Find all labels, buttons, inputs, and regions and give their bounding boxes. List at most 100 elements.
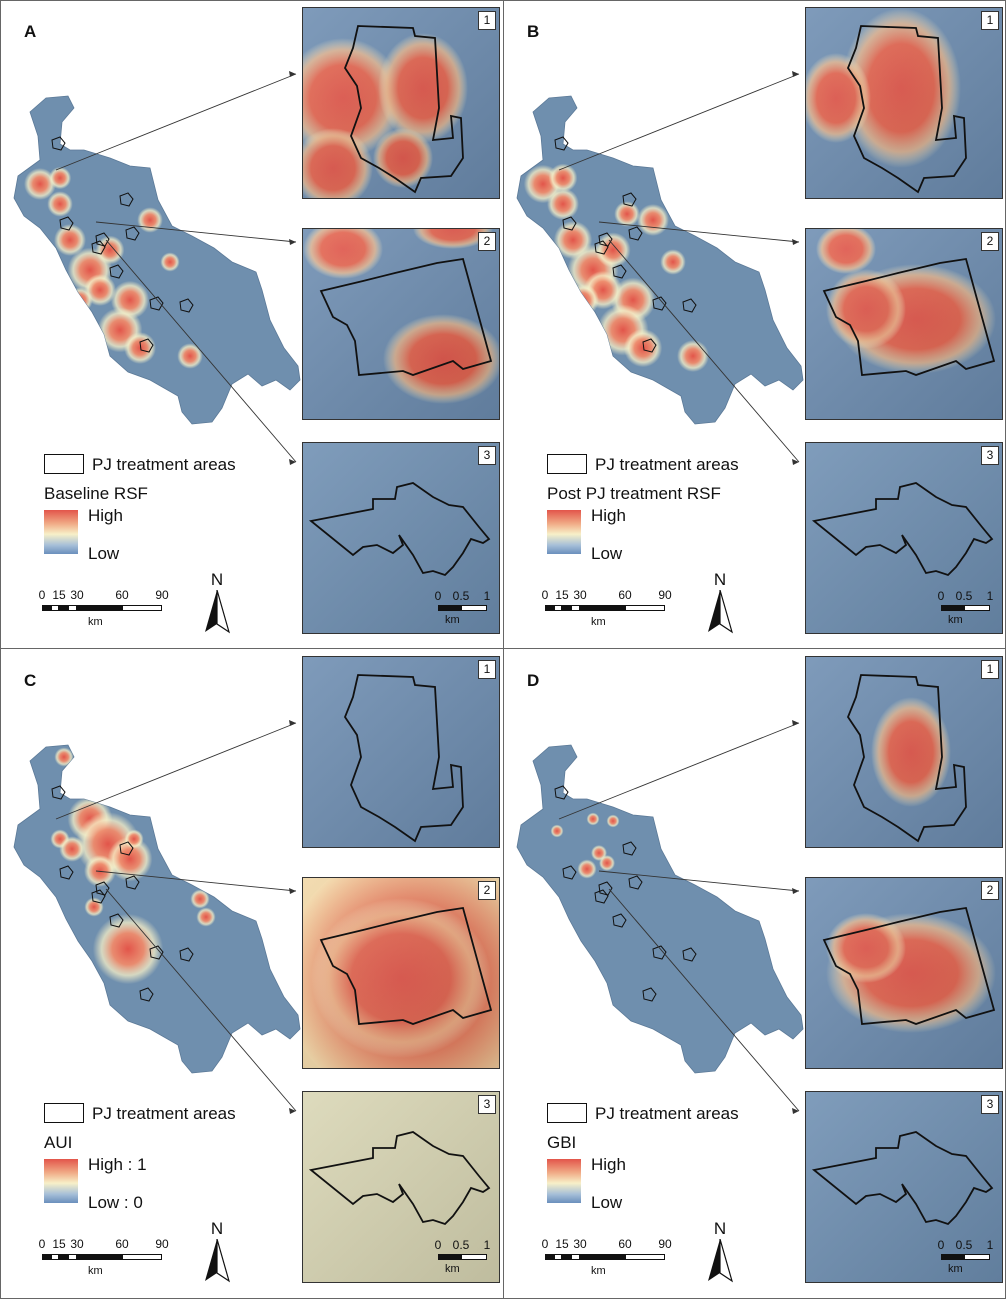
study-area-map — [13, 720, 301, 1114]
scale-segment — [580, 605, 625, 611]
suitability-hotspot — [660, 249, 686, 275]
vertical-divider — [503, 0, 504, 1299]
scale-tick: 60 — [618, 1237, 632, 1251]
scale-segment — [625, 605, 665, 611]
inset-number: 3 — [478, 446, 496, 465]
suitability-hotspot — [595, 232, 631, 268]
scale-tick: 0 — [541, 588, 549, 602]
scale-tick: 0 — [541, 1237, 549, 1251]
pj-treatment-outline — [149, 945, 164, 960]
treatment-area-outline — [822, 906, 996, 1025]
inset-number: 2 — [478, 232, 496, 251]
inset-number: 2 — [981, 232, 999, 251]
scale-segment — [122, 605, 162, 611]
pj-treatment-outline — [562, 865, 577, 880]
treatment-area-outline — [846, 674, 967, 843]
scale-unit: km — [591, 1265, 606, 1277]
legend-low-label: Low — [88, 544, 120, 563]
inset-scale-unit: km — [948, 614, 963, 626]
legend-color-ramp — [44, 1159, 78, 1203]
leader-arrowhead — [289, 1108, 296, 1114]
pj-treatment-outline — [91, 889, 106, 904]
scale-unit: km — [88, 1265, 103, 1277]
scale-tick: 30 — [70, 588, 84, 602]
legend-high-label: High : 1 — [88, 1155, 147, 1174]
study-area-map — [516, 720, 804, 1114]
study-area-map — [516, 71, 804, 465]
scale-segment — [59, 605, 68, 611]
leader-arrowhead — [792, 71, 799, 77]
scale-segment — [51, 1254, 59, 1260]
inset-scale-tick: 0 — [937, 589, 945, 603]
inset-scale-tick: 0 — [434, 589, 442, 603]
inset-number: 3 — [981, 446, 999, 465]
legend-low-label: Low — [591, 544, 623, 563]
inset-scale-tick: 1 — [986, 1238, 994, 1252]
inset-scale-tick: 1 — [483, 1238, 491, 1252]
inset-number: 1 — [478, 660, 496, 679]
panel-letter: D — [527, 671, 540, 690]
suitability-hotspot — [547, 188, 579, 220]
leader-line — [105, 239, 297, 463]
pj-treatment-outline — [51, 136, 66, 151]
treatment-area-outline — [308, 482, 491, 577]
legend-color-ramp — [547, 1159, 581, 1203]
legend-outline-swatch — [547, 1103, 587, 1123]
scale-tick: 30 — [573, 588, 587, 602]
scale-segment — [554, 1254, 562, 1260]
inset-scale-tick: 1 — [483, 589, 491, 603]
suitability-hotspot — [550, 824, 564, 838]
suitability-hotspot — [47, 191, 73, 217]
scale-segment — [68, 605, 77, 611]
suitability-hotspot — [614, 201, 640, 227]
scale-segment — [554, 605, 562, 611]
inset-number: 1 — [981, 660, 999, 679]
scale-segment — [545, 605, 554, 611]
pj-treatment-outline — [109, 913, 124, 928]
leader-arrowhead — [792, 720, 799, 726]
panel-letter: A — [24, 22, 37, 41]
inset-scale-segment — [964, 605, 990, 611]
legend-title: Post PJ treatment RSF — [547, 484, 721, 503]
suitability-hotspot — [92, 913, 164, 985]
inset-scale-segment — [964, 1254, 990, 1260]
treatment-area-outline — [308, 1131, 491, 1226]
pj-treatment-outline — [139, 338, 154, 353]
pj-treatment-outline — [91, 240, 106, 255]
inset-map-1: 1 — [302, 656, 500, 848]
scale-tick: 60 — [618, 588, 632, 602]
suitability-hotspot — [48, 166, 72, 190]
scale-segment — [42, 1254, 51, 1260]
legend-color-ramp — [547, 510, 581, 554]
inset-scale-tick: 0.5 — [452, 1238, 470, 1252]
map-scale-bar: 0 15 30 60 90 km — [38, 1237, 169, 1282]
inset-map-3: 3 0 0.5 1 km — [302, 1091, 500, 1283]
leader-arrowhead — [289, 720, 296, 726]
suitability-hotspot — [623, 328, 663, 368]
scale-tick: 90 — [658, 588, 672, 602]
pj-treatment-outline — [139, 987, 154, 1002]
scale-tick: 0 — [38, 1237, 46, 1251]
pj-treatment-outline — [652, 296, 667, 311]
treatment-area-outline — [319, 906, 493, 1025]
legend-high-label: High — [591, 506, 626, 525]
leader-line — [608, 888, 800, 1112]
pj-treatment-outline — [652, 945, 667, 960]
inset-scale-bar: 0 0.5 1 km — [433, 1238, 495, 1278]
leader-line — [105, 888, 297, 1112]
inset-scale-unit: km — [948, 1263, 963, 1275]
north-arrow-icon: N — [204, 570, 230, 634]
panel-letter: B — [527, 22, 540, 41]
legend-title: Baseline RSF — [44, 484, 148, 503]
scale-unit: km — [591, 616, 606, 628]
inset-map-3: 3 0 0.5 1 km — [805, 442, 1003, 634]
map-panel-d: D 1 2 3 0 0.5 1 km PJ treatment areas GBI High Low 0… — [503, 649, 1005, 1296]
leader-arrowhead — [792, 1108, 799, 1114]
leader-line — [558, 722, 800, 820]
inset-scale-segment — [461, 605, 487, 611]
pj-treatment-outline — [642, 338, 657, 353]
horizontal-divider — [0, 648, 1006, 649]
treatment-area-outline — [319, 257, 493, 376]
inset-number: 2 — [981, 881, 999, 900]
suitability-hotspot — [586, 812, 600, 826]
